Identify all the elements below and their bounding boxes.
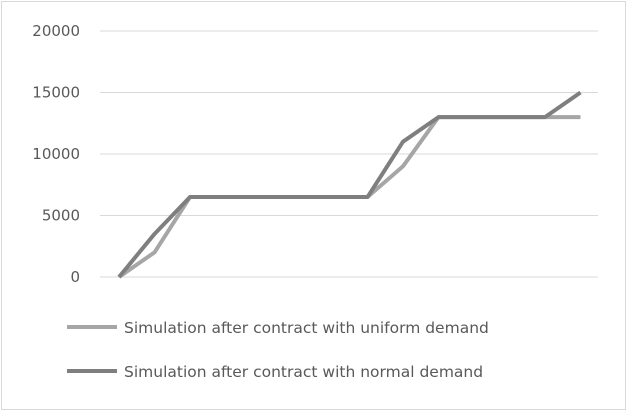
- series-line-normal: [117, 90, 582, 279]
- y-tick-label: 5000: [42, 207, 80, 225]
- legend-label: Simulation after contract with uniform d…: [124, 319, 489, 337]
- legend-label: Simulation after contract with normal de…: [124, 363, 483, 381]
- y-tick-label: 10000: [32, 145, 80, 163]
- y-tick-label: 20000: [32, 22, 80, 40]
- y-tick-label: 0: [70, 268, 80, 286]
- y-tick-label: 15000: [32, 84, 80, 102]
